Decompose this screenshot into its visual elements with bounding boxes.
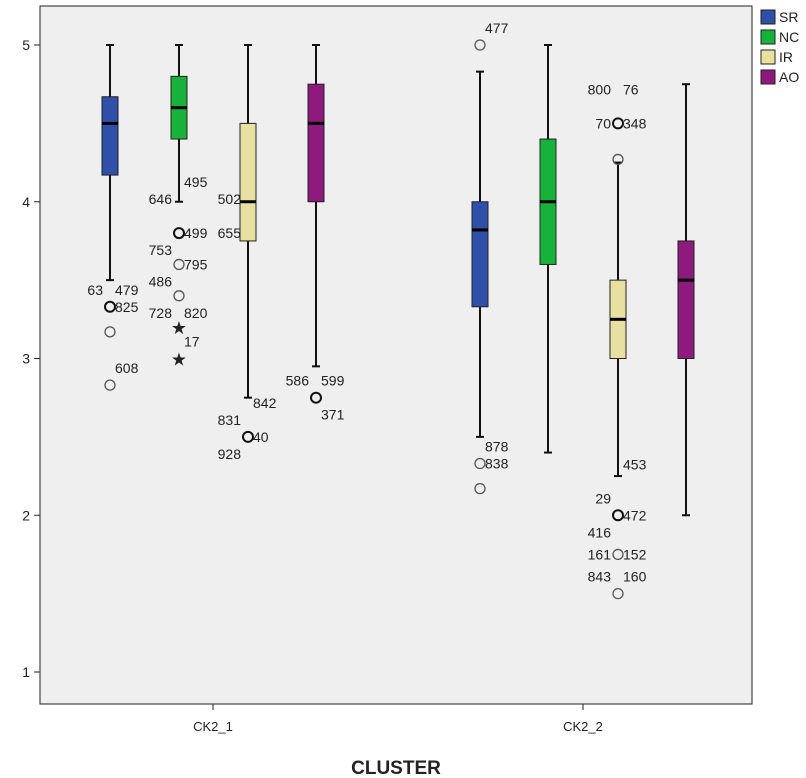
outlier-label: 838 [485, 456, 509, 472]
outlier-label: 40 [253, 429, 269, 445]
x-tick-label: CK2_2 [563, 719, 603, 734]
legend-item-ir: IR [760, 49, 793, 65]
outlier-circle [474, 482, 486, 495]
box-ck2-1-ao: 586 599 371 [286, 44, 345, 423]
y-tick-label: 2 [22, 507, 30, 523]
outlier-label: 152 [623, 546, 647, 562]
outlier-label: 843 [588, 569, 612, 585]
legend: SR NC IR AO [760, 9, 799, 85]
x-axis: CK2_1 CK2_2 [193, 704, 603, 734]
outlier-label: 795 [184, 256, 208, 272]
outlier-label: 472 [623, 507, 647, 523]
outlier-label: 928 [218, 446, 242, 462]
outlier-circle [474, 457, 486, 470]
outlier-label: 17 [184, 334, 200, 350]
outlier-label: 161 [588, 546, 612, 562]
plot-area [39, 5, 753, 705]
outlier-label: 477 [485, 20, 509, 36]
outlier-circle [104, 326, 116, 338]
outlier-label: 495 [184, 174, 208, 190]
outlier-label: 825 [115, 299, 139, 315]
legend-label: IR [779, 49, 793, 65]
outlier-label: 70 [595, 115, 611, 131]
y-tick-label: 1 [22, 664, 30, 680]
outlier-circle [612, 117, 624, 130]
box-ck2-1-ir: 502 655 842 831 40 928 [218, 44, 277, 462]
outlier-label: 599 [321, 373, 345, 389]
y-axis: 1 2 3 4 5 [22, 37, 40, 680]
box-body [677, 240, 695, 359]
box-ck2-2-nc [539, 44, 557, 454]
outlier-label: 878 [485, 439, 509, 455]
outlier-label: 76 [623, 81, 639, 97]
outlier-label: 646 [149, 191, 173, 207]
outlier-label: 371 [321, 407, 345, 423]
outlier-label: 348 [623, 115, 647, 131]
legend-item-sr: SR [760, 9, 798, 25]
outlier-circle [612, 548, 624, 561]
x-tick-label: CK2_1 [193, 719, 233, 734]
outlier-circle [612, 587, 624, 600]
legend-label: AO [779, 69, 799, 85]
outlier-label: 586 [286, 373, 310, 389]
box-body [307, 83, 325, 203]
outlier-label: 842 [253, 395, 277, 411]
box-body [471, 201, 489, 308]
outlier-label: 29 [595, 490, 611, 506]
legend-label: SR [779, 9, 798, 25]
outlier-label: 499 [184, 225, 208, 241]
legend-swatch [760, 29, 776, 45]
outlier-circle [173, 258, 185, 271]
outlier-label: 486 [149, 273, 173, 289]
outlier-label: 416 [588, 524, 612, 540]
outlier-label: 753 [149, 242, 173, 258]
outlier-label: 728 [149, 305, 173, 321]
outlier-circle [310, 391, 322, 404]
box-body [101, 96, 119, 176]
outlier-label: 820 [184, 305, 208, 321]
box-body [239, 122, 257, 242]
outlier-star: ★ [171, 318, 187, 339]
outlier-label: 800 [588, 81, 612, 97]
outlier-circle [173, 290, 185, 302]
y-tick-label: 5 [22, 37, 30, 53]
legend-swatch [760, 49, 776, 65]
legend-item-nc: NC [760, 29, 799, 45]
outlier-label: 655 [218, 225, 242, 241]
outlier-star: ★ [171, 350, 187, 371]
outlier-circle [612, 153, 624, 166]
y-tick-label: 3 [22, 351, 30, 367]
outlier-circle [474, 39, 486, 51]
outlier-circle [612, 509, 624, 522]
outlier-label: 608 [115, 360, 139, 376]
outlier-label: 160 [623, 569, 647, 585]
outlier-circle [104, 379, 116, 391]
legend-item-ao: AO [760, 69, 799, 85]
outlier-circle [242, 430, 254, 443]
outlier-label: 479 [115, 282, 139, 298]
outlier-circle [104, 300, 116, 313]
box-ck2-2-ao [677, 83, 695, 517]
outlier-label: 453 [623, 456, 647, 472]
y-tick-label: 4 [22, 194, 30, 210]
outlier-label: 63 [87, 282, 103, 298]
legend-label: NC [779, 29, 799, 45]
outlier-circle [173, 227, 185, 240]
legend-swatch [760, 9, 776, 25]
legend-swatch [760, 69, 776, 85]
x-axis-title: CLUSTER [351, 758, 441, 778]
outlier-label: 831 [218, 412, 242, 428]
outlier-label: 502 [218, 191, 242, 207]
box-ck2-2-ir: 800 76 70 348 453 29 472 416 161 152 843 160 [588, 81, 647, 600]
